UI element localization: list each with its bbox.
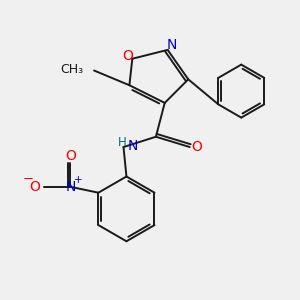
Text: N: N (167, 38, 177, 52)
Text: O: O (30, 180, 40, 194)
Text: +: + (74, 175, 82, 185)
Text: CH₃: CH₃ (61, 62, 84, 76)
Text: O: O (192, 140, 203, 154)
Text: N: N (65, 180, 76, 194)
Text: −: − (22, 173, 33, 186)
Text: O: O (122, 49, 134, 63)
Text: N: N (127, 139, 137, 153)
Text: O: O (65, 149, 76, 163)
Text: H: H (118, 136, 126, 149)
